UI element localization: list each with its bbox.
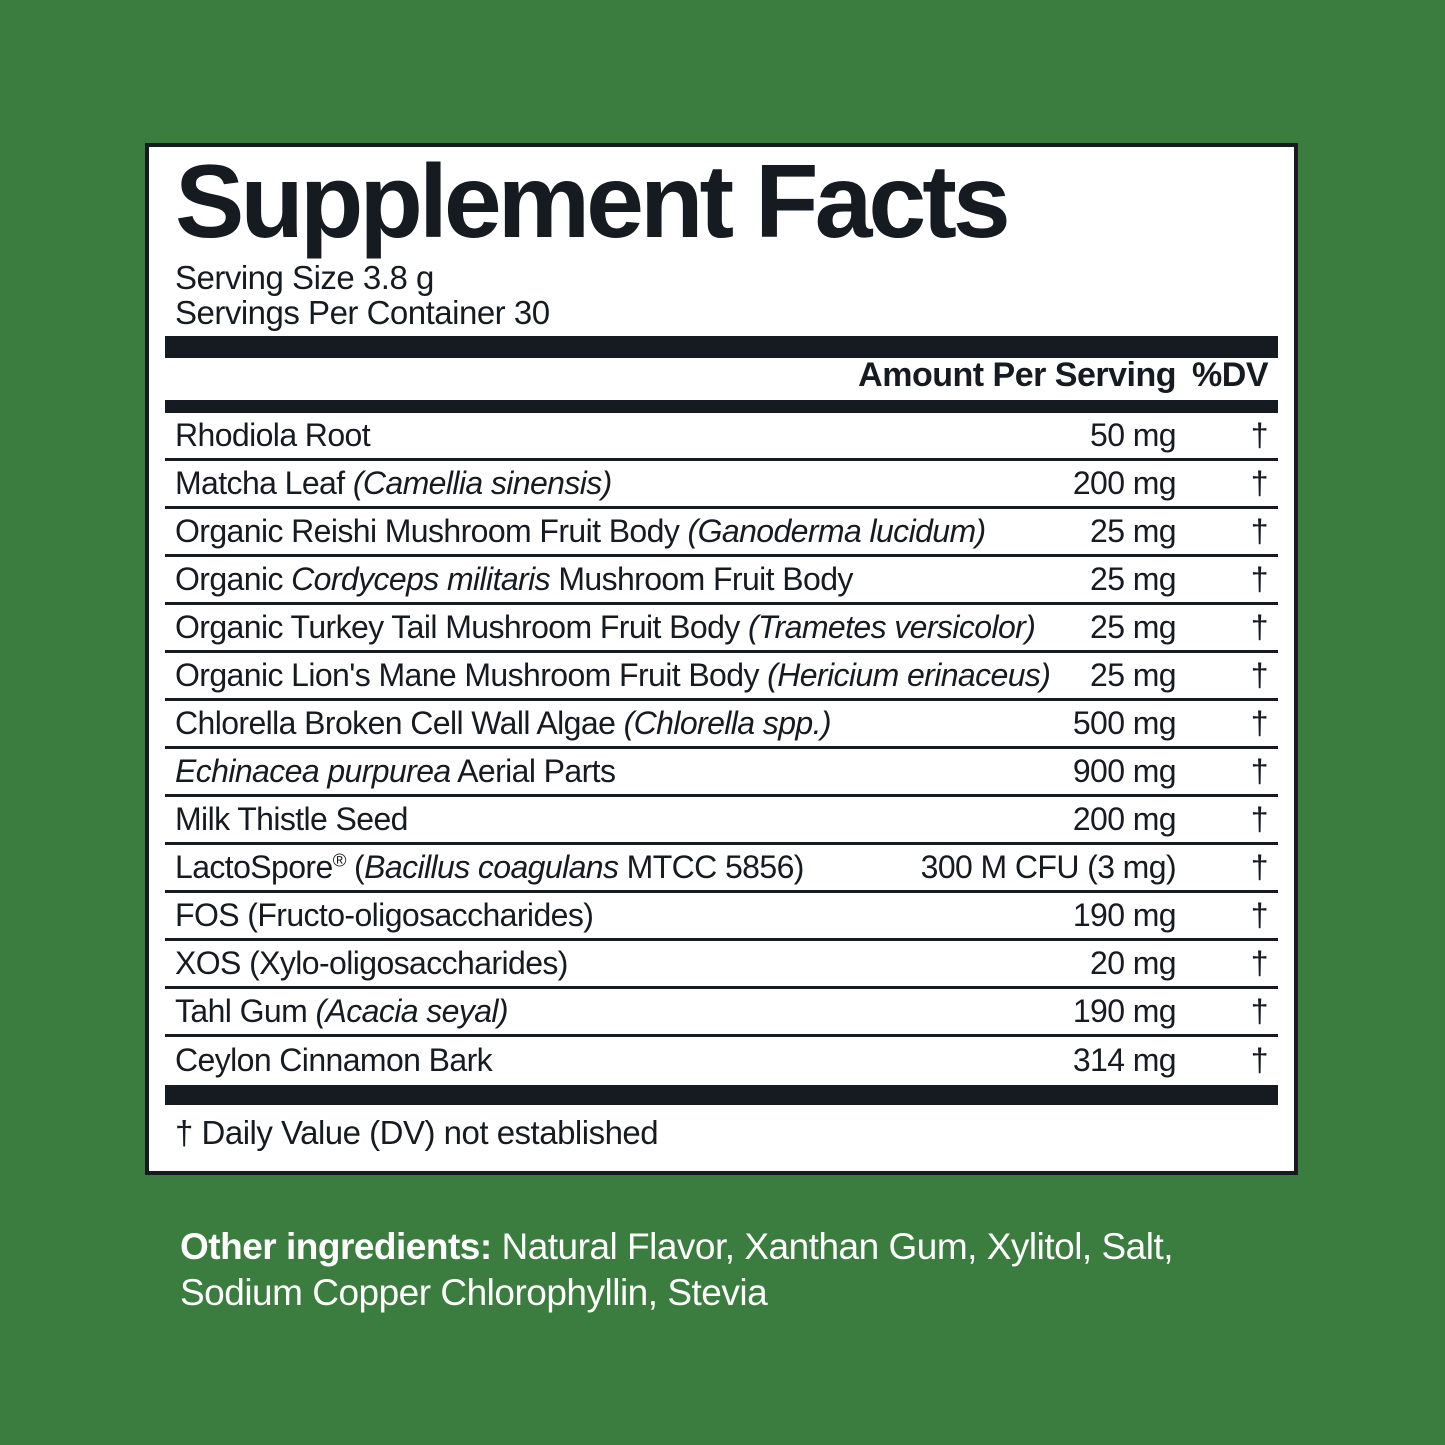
ingredient-amount: 25 mg [1090, 608, 1177, 645]
serving-info: Serving Size 3.8 g Servings Per Containe… [165, 260, 1278, 330]
ingredient-dv: † [1250, 944, 1269, 981]
ingredient-name: Matcha Leaf (Camellia sinensis) [175, 464, 612, 501]
ingredient-row: Rhodiola Root 50 mg † [165, 413, 1278, 461]
ingredient-name: Ceylon Cinnamon Bark [175, 1042, 493, 1079]
ingredient-name: XOS (Xylo-oligosaccharides) [175, 944, 568, 981]
ingredient-amount: 25 mg [1090, 512, 1177, 549]
ingredient-amount: 500 mg [1072, 704, 1177, 741]
ingredient-dv: † [1250, 464, 1269, 501]
ingredient-name: Organic Lion's Mane Mushroom Fruit Body … [175, 656, 1051, 693]
ingredient-name: Organic Cordyceps militaris Mushroom Fru… [175, 560, 853, 597]
ingredient-dv: † [1250, 560, 1269, 597]
serving-size-line: Serving Size 3.8 g [175, 258, 434, 296]
ingredient-amount: 25 mg [1090, 656, 1177, 693]
ingredient-dv: † [1250, 1042, 1269, 1079]
ingredient-dv: † [1250, 704, 1269, 741]
ingredient-name: Milk Thistle Seed [175, 800, 408, 837]
ingredient-name: LactoSpore® (Bacillus coagulans MTCC 585… [175, 848, 804, 885]
servings-per-container-line: Servings Per Container 30 [175, 293, 550, 331]
ingredient-amount: 314 mg [1072, 1042, 1177, 1079]
footnote: † Daily Value (DV) not established [175, 1113, 659, 1151]
ingredient-amount: 300 M CFU (3 mg) [920, 848, 1177, 885]
ingredient-dv: † [1250, 512, 1269, 549]
ingredient-amount: 190 mg [1072, 896, 1177, 933]
ingredient-name: Rhodiola Root [175, 416, 371, 453]
other-ingredients-label: Other ingredients: [180, 1226, 492, 1267]
percent-dv-header: %DV [1192, 355, 1268, 394]
table-header-row: Amount Per Serving %DV [165, 355, 1278, 400]
ingredient-dv: † [1250, 800, 1269, 837]
ingredient-dv: † [1250, 896, 1269, 933]
ingredient-row: Organic Lion's Mane Mushroom Fruit Body … [165, 653, 1278, 701]
ingredient-amount: 190 mg [1072, 992, 1177, 1029]
ingredient-name: Organic Reishi Mushroom Fruit Body (Gano… [175, 512, 986, 549]
ingredient-amount: 200 mg [1072, 464, 1177, 501]
divider-thick-bottom [165, 1084, 1278, 1105]
ingredient-amount: 20 mg [1090, 944, 1177, 981]
ingredient-row: Ceylon Cinnamon Bark 314 mg † [165, 1037, 1278, 1085]
amount-per-serving-header: Amount Per Serving [858, 355, 1176, 394]
ingredient-dv: † [1250, 608, 1269, 645]
other-ingredients: Other ingredients: Natural Flavor, Xanth… [180, 1224, 1305, 1316]
ingredient-name: Echinacea purpurea Aerial Parts [175, 752, 616, 789]
ingredient-name: Organic Turkey Tail Mushroom Fruit Body … [175, 608, 1036, 645]
ingredient-dv: † [1250, 416, 1269, 453]
ingredient-row: FOS (Fructo-oligosaccharides) 190 mg † [165, 893, 1278, 941]
ingredient-row: Matcha Leaf (Camellia sinensis) 200 mg † [165, 461, 1278, 509]
ingredient-row: LactoSpore® (Bacillus coagulans MTCC 585… [165, 845, 1278, 893]
ingredient-row: Chlorella Broken Cell Wall Algae (Chlore… [165, 701, 1278, 749]
ingredient-name: Tahl Gum (Acacia seyal) [175, 992, 509, 1029]
ingredient-dv: † [1250, 848, 1269, 885]
ingredient-dv: † [1250, 656, 1269, 693]
ingredient-row: Milk Thistle Seed 200 mg † [165, 797, 1278, 845]
ingredient-amount: 200 mg [1072, 800, 1177, 837]
ingredient-row: Tahl Gum (Acacia seyal) 190 mg † [165, 989, 1278, 1037]
ingredient-amount: 50 mg [1090, 416, 1177, 453]
divider-medium [165, 399, 1278, 413]
ingredient-dv: † [1250, 752, 1269, 789]
ingredient-row: Echinacea purpurea Aerial Parts 900 mg † [165, 749, 1278, 797]
ingredient-row: XOS (Xylo-oligosaccharides) 20 mg † [165, 941, 1278, 989]
ingredient-row: Organic Turkey Tail Mushroom Fruit Body … [165, 605, 1278, 653]
other-ingredients-text: Natural Flavor, Xanthan Gum, Xylitol, Sa… [180, 1226, 1174, 1313]
ingredient-row: Organic Cordyceps militaris Mushroom Fru… [165, 557, 1278, 605]
ingredient-name: FOS (Fructo-oligosaccharides) [175, 896, 594, 933]
ingredient-row: Organic Reishi Mushroom Fruit Body (Gano… [165, 509, 1278, 557]
ingredient-name: Chlorella Broken Cell Wall Algae (Chlore… [175, 704, 832, 741]
ingredient-amount: 900 mg [1072, 752, 1177, 789]
ingredient-dv: † [1250, 992, 1269, 1029]
ingredient-table: Rhodiola Root 50 mg † Matcha Leaf (Camellia… [165, 413, 1278, 1085]
panel-title: Supplement Facts [175, 144, 1011, 260]
divider-thick-top [165, 335, 1278, 358]
ingredient-amount: 25 mg [1090, 560, 1177, 597]
supplement-facts-panel: Supplement Facts Serving Size 3.8 g Serv… [145, 143, 1298, 1175]
